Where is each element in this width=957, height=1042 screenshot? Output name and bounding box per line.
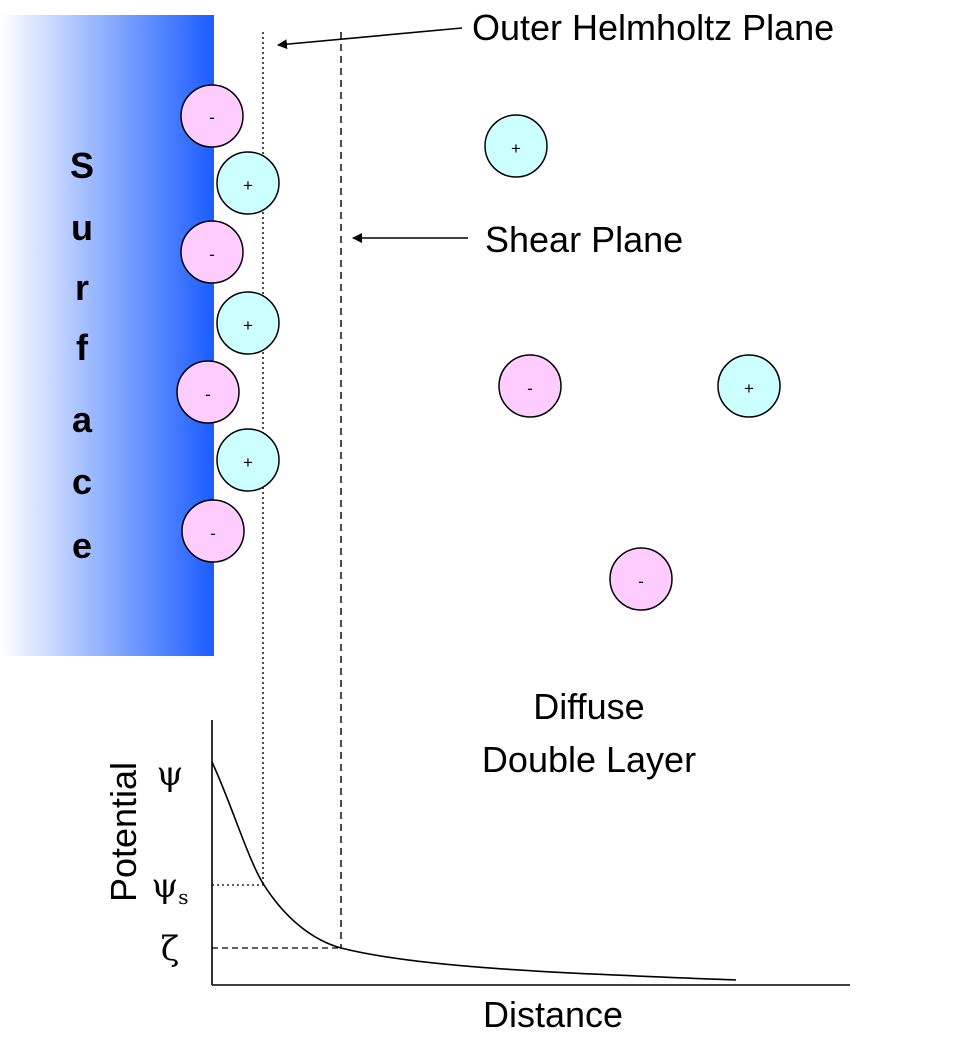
ion-positive: + xyxy=(216,151,280,215)
svg-text:-: - xyxy=(209,108,215,127)
potential-plot: ψ ψs ζ Potential Distance xyxy=(103,720,850,1035)
svg-text:+: + xyxy=(243,176,253,195)
zeta-symbol: ζ xyxy=(161,929,179,969)
outer-helmholtz-plane-arrow xyxy=(277,27,463,50)
psi-symbol: ψ xyxy=(157,754,184,794)
surface-letter: c xyxy=(72,461,92,502)
svg-text:+: + xyxy=(243,316,253,335)
surface-letter: r xyxy=(75,267,89,308)
potential-curve xyxy=(211,761,737,981)
svg-text:-: - xyxy=(205,385,211,404)
svg-text:+: + xyxy=(243,453,253,472)
ion-negative: - xyxy=(180,84,244,148)
outer-helmholtz-plane-label: Outer Helmholtz Plane xyxy=(472,7,834,48)
surface-letter: u xyxy=(71,207,93,248)
surface-block xyxy=(0,15,214,656)
ion-negative: - xyxy=(498,354,562,418)
ion-negative: - xyxy=(609,547,673,611)
ion-positive: + xyxy=(717,354,781,418)
svg-text:-: - xyxy=(210,524,216,543)
ion-negative: - xyxy=(180,220,244,284)
svg-text:+: + xyxy=(744,379,754,398)
plot-y-label: Potential xyxy=(103,762,144,902)
ion-positive: + xyxy=(216,291,280,355)
diffuse-ions: + - + - xyxy=(484,114,781,611)
ion-negative: - xyxy=(176,360,240,424)
surface-letter: a xyxy=(72,399,93,440)
ion-positive: + xyxy=(216,428,280,492)
svg-text:+: + xyxy=(511,139,521,158)
surface-letters: S u r f a c e xyxy=(70,145,94,566)
ion-positive: + xyxy=(484,114,548,178)
diffuse-label-line2: Double Layer xyxy=(482,739,696,780)
adsorbed-ions: - + - + - + - xyxy=(176,84,280,563)
surface-letter: S xyxy=(70,145,94,186)
shear-plane-label: Shear Plane xyxy=(485,219,683,260)
surface-letter: f xyxy=(76,327,89,368)
svg-text:-: - xyxy=(209,245,215,264)
psi-s-symbol: ψs xyxy=(152,866,189,909)
ion-negative: - xyxy=(181,499,245,563)
plot-x-label: Distance xyxy=(483,994,623,1035)
svg-text:-: - xyxy=(527,379,533,398)
surface-letter: e xyxy=(72,525,92,566)
svg-text:-: - xyxy=(638,572,644,591)
diffuse-label-line1: Diffuse xyxy=(533,686,644,727)
